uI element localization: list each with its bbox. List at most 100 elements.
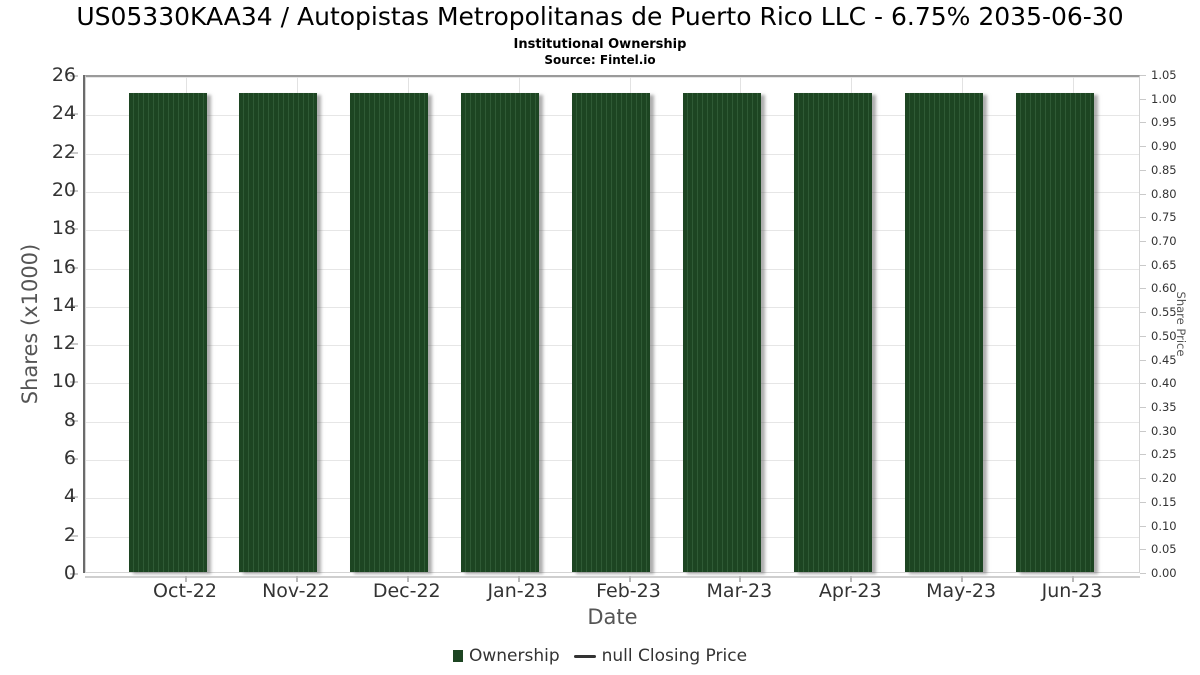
x-axis-label: Apr-23 bbox=[818, 580, 882, 602]
y-axis-right-tick bbox=[1140, 241, 1146, 242]
x-axis-line bbox=[85, 576, 1140, 578]
x-axis-label: Feb-23 bbox=[596, 580, 661, 602]
y-axis-left-tick bbox=[70, 151, 78, 154]
ownership-bar[interactable] bbox=[682, 93, 761, 572]
y-axis-right-label: 1.05 bbox=[1151, 68, 1177, 82]
y-axis-right-title: Share Price bbox=[1174, 291, 1188, 357]
y-axis-right-tick bbox=[1140, 454, 1146, 456]
legend-label: Ownership bbox=[468, 646, 560, 666]
y-axis-left-label: 16 bbox=[51, 255, 76, 278]
y-axis-right-tick bbox=[1140, 549, 1146, 551]
legend-line-marker-icon bbox=[573, 654, 596, 658]
ownership-bar[interactable] bbox=[904, 93, 983, 572]
y-axis-right-label: 0.05 bbox=[1151, 542, 1177, 557]
y-axis-right-tick bbox=[1140, 407, 1146, 408]
legend: Ownership null Closing Price bbox=[0, 646, 1200, 666]
y-axis-left-tick bbox=[70, 75, 78, 77]
plot-area bbox=[85, 75, 1140, 573]
y-axis-right-tick bbox=[1140, 193, 1146, 195]
y-axis-right-label: 0.90 bbox=[1151, 139, 1177, 154]
y-axis-right-tick bbox=[1140, 122, 1146, 124]
y-axis-left-label: 20 bbox=[51, 178, 76, 201]
chart-subtitle: Institutional Ownership bbox=[513, 37, 687, 52]
y-axis-left-label: 8 bbox=[63, 408, 76, 431]
x-axis-tick bbox=[961, 576, 964, 582]
x-axis-label: Oct-22 bbox=[153, 580, 217, 602]
y-axis-right-label: 0.70 bbox=[1151, 234, 1177, 248]
y-axis-right-label: 0.25 bbox=[1151, 447, 1177, 462]
ownership-bar[interactable] bbox=[350, 93, 429, 572]
y-axis-left-tick bbox=[70, 458, 78, 461]
y-axis-right-tick bbox=[1140, 525, 1146, 527]
horizontal-gridline bbox=[86, 77, 1139, 78]
y-axis-right-label: 0.45 bbox=[1151, 352, 1177, 367]
y-axis-right-tick bbox=[1140, 501, 1146, 503]
y-axis-right-label: 0.75 bbox=[1151, 210, 1177, 225]
y-axis-right-tick bbox=[1140, 383, 1146, 385]
legend-item-ownership[interactable]: Ownership bbox=[452, 646, 560, 666]
y-axis-left-tick bbox=[70, 419, 78, 422]
y-axis-right-label: 0.50 bbox=[1151, 328, 1177, 343]
y-axis-left-label: 2 bbox=[63, 523, 76, 546]
y-axis-right-label: 0.60 bbox=[1151, 281, 1177, 296]
y-axis-left-label: 22 bbox=[51, 140, 76, 163]
y-axis-left-label: 26 bbox=[51, 64, 76, 86]
y-axis-left-label: 6 bbox=[63, 447, 76, 470]
y-axis-right-label: 0.30 bbox=[1151, 423, 1177, 438]
y-axis-left-tick bbox=[70, 228, 78, 231]
y-axis-left-label: 0 bbox=[63, 562, 76, 584]
ownership-bar[interactable] bbox=[461, 93, 540, 572]
y-axis-right-tick bbox=[1140, 146, 1146, 148]
x-axis-label: Nov-22 bbox=[262, 580, 330, 602]
x-axis-tick bbox=[406, 576, 409, 582]
ownership-bar[interactable] bbox=[1015, 93, 1094, 572]
y-axis-right-tick bbox=[1140, 478, 1146, 480]
x-axis-tick bbox=[739, 576, 742, 582]
y-axis-right-label: 0.95 bbox=[1151, 115, 1177, 130]
y-axis-right-tick bbox=[1140, 169, 1146, 171]
y-axis-left-label: 10 bbox=[51, 370, 76, 393]
x-axis-tick bbox=[295, 576, 298, 582]
y-axis-right-label: 0.80 bbox=[1151, 186, 1177, 201]
y-axis-left-tick bbox=[70, 381, 78, 384]
y-axis-right-tick bbox=[1140, 217, 1146, 219]
x-axis-tick bbox=[517, 576, 520, 582]
y-axis-right-tick bbox=[1140, 335, 1146, 337]
y-axis-left-label: 4 bbox=[63, 485, 76, 508]
ownership-bar[interactable] bbox=[239, 93, 318, 572]
y-axis-right-tick bbox=[1140, 312, 1146, 314]
y-axis-right-label: 0.85 bbox=[1151, 162, 1177, 177]
ownership-bar[interactable] bbox=[128, 93, 207, 572]
y-axis-right-label: 0.65 bbox=[1151, 257, 1177, 272]
x-axis-tick bbox=[1072, 576, 1074, 582]
y-axis-right-tick bbox=[1140, 573, 1146, 574]
y-axis-left-tick bbox=[70, 573, 78, 575]
y-axis-right-tick bbox=[1140, 98, 1146, 100]
y-axis-right-tick bbox=[1140, 359, 1146, 361]
y-axis-right-label: 0.00 bbox=[1151, 566, 1177, 580]
chart-source-label: Source: Fintel.io bbox=[544, 53, 656, 67]
y-axis-right-label: 0.40 bbox=[1151, 376, 1177, 391]
y-axis-left-tick bbox=[70, 189, 78, 192]
y-axis-right-tick bbox=[1140, 75, 1146, 76]
y-axis-left-label: 12 bbox=[51, 332, 76, 355]
y-axis-right-tick bbox=[1140, 430, 1146, 432]
y-axis-left-tick bbox=[70, 343, 78, 346]
y-axis-right-label: 0.55 bbox=[1151, 305, 1177, 320]
legend-item-closing-price[interactable]: null Closing Price bbox=[573, 646, 748, 666]
ownership-bar[interactable] bbox=[572, 93, 650, 572]
x-axis-title: Date bbox=[587, 605, 638, 629]
legend-square-marker-icon bbox=[452, 650, 463, 662]
x-axis-label: Jun-23 bbox=[1041, 580, 1103, 602]
ownership-bar[interactable] bbox=[793, 93, 872, 572]
legend-label: null Closing Price bbox=[601, 646, 748, 666]
y-axis-right-label: 0.15 bbox=[1151, 494, 1177, 509]
y-axis-left-tick bbox=[70, 534, 78, 537]
y-axis-right-label: 1.00 bbox=[1151, 91, 1177, 106]
x-axis-tick bbox=[628, 576, 631, 582]
x-axis-label: Dec-22 bbox=[372, 580, 441, 602]
y-axis-left-label: 18 bbox=[51, 217, 76, 240]
y-axis-left-tick bbox=[70, 304, 78, 307]
y-axis-right-tick bbox=[1140, 288, 1146, 290]
